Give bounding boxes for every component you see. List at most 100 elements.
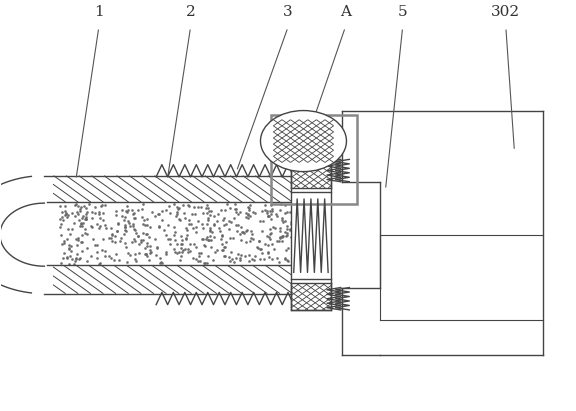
Point xyxy=(181,245,190,252)
Point xyxy=(155,223,164,230)
Point xyxy=(120,221,130,228)
Point xyxy=(190,240,199,247)
Point xyxy=(283,208,292,215)
Point xyxy=(71,212,80,219)
Point xyxy=(108,238,117,244)
Point xyxy=(265,226,274,232)
Point xyxy=(150,236,160,242)
Point xyxy=(80,225,89,232)
Point xyxy=(286,208,295,215)
Point xyxy=(175,217,184,223)
Point xyxy=(58,214,67,221)
Point xyxy=(205,228,214,234)
Point xyxy=(171,213,180,219)
Point xyxy=(264,212,273,219)
Point xyxy=(142,215,151,222)
Point xyxy=(189,225,198,231)
Point xyxy=(142,222,151,228)
Point xyxy=(184,203,194,210)
Point xyxy=(191,224,200,230)
Point xyxy=(188,211,197,217)
Point xyxy=(57,231,66,238)
Point xyxy=(111,233,120,239)
Point xyxy=(267,207,276,214)
Point xyxy=(237,236,246,243)
Point xyxy=(107,254,116,261)
Point xyxy=(170,223,179,230)
Point xyxy=(128,211,137,217)
Point xyxy=(82,205,91,212)
Point xyxy=(227,249,236,255)
Point xyxy=(164,236,173,242)
Point xyxy=(123,209,132,216)
Point xyxy=(198,221,207,228)
Point xyxy=(55,224,65,231)
Point xyxy=(279,233,288,239)
Point xyxy=(183,201,192,208)
Point xyxy=(71,256,81,263)
Point xyxy=(65,230,74,237)
Point xyxy=(107,234,116,241)
Point xyxy=(162,232,171,238)
Polygon shape xyxy=(291,159,331,310)
Point xyxy=(170,201,179,208)
Point xyxy=(146,243,155,249)
Point xyxy=(60,202,70,209)
Point xyxy=(69,261,78,267)
Point xyxy=(206,226,215,233)
Point xyxy=(264,254,274,261)
Point xyxy=(184,217,194,224)
Point xyxy=(67,210,77,217)
Point xyxy=(70,257,79,264)
Point xyxy=(146,248,156,255)
Point xyxy=(131,238,140,244)
Point xyxy=(278,216,287,223)
Point xyxy=(131,258,141,264)
Point xyxy=(209,234,218,240)
Point xyxy=(123,207,132,214)
Point xyxy=(188,254,198,261)
Point xyxy=(281,247,290,253)
Point xyxy=(142,250,151,257)
Point xyxy=(116,235,126,241)
Point xyxy=(141,231,150,237)
Point xyxy=(203,237,212,243)
Point xyxy=(248,236,257,242)
Point xyxy=(154,211,163,217)
Point xyxy=(178,202,187,208)
Point xyxy=(282,225,291,232)
Point xyxy=(278,233,287,239)
Point xyxy=(240,230,249,236)
Point xyxy=(283,258,293,264)
Point xyxy=(269,224,278,231)
Point xyxy=(255,238,264,245)
Point xyxy=(231,208,240,215)
Point xyxy=(156,258,165,265)
Point xyxy=(215,227,224,234)
Point xyxy=(137,206,146,212)
Point xyxy=(242,214,251,221)
Point xyxy=(272,238,282,245)
Point xyxy=(150,212,160,219)
Point xyxy=(233,251,242,257)
Point xyxy=(219,244,228,250)
Point xyxy=(236,209,245,215)
Point xyxy=(177,253,186,259)
Point xyxy=(113,220,122,227)
Point xyxy=(286,226,295,233)
Point xyxy=(161,206,170,213)
Point xyxy=(267,256,276,262)
Point xyxy=(207,208,216,214)
Point xyxy=(122,244,131,250)
Point xyxy=(115,238,124,244)
Point xyxy=(276,201,286,207)
Point xyxy=(281,217,290,224)
Point xyxy=(265,235,274,242)
Point xyxy=(63,236,72,242)
Point xyxy=(78,219,87,226)
Point xyxy=(278,218,287,225)
Point xyxy=(139,237,148,244)
Point xyxy=(266,230,275,237)
Point xyxy=(287,216,297,222)
Point xyxy=(82,245,91,252)
